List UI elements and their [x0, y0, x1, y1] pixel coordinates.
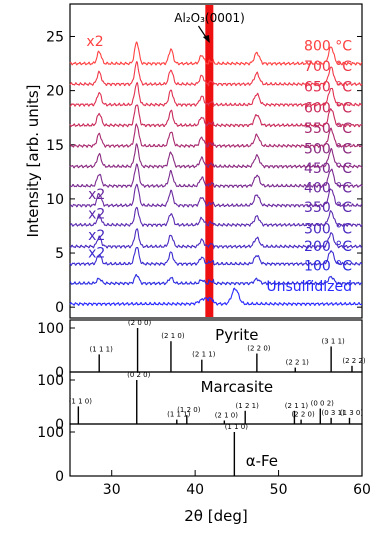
hkl-label: (1 2 0) — [177, 406, 201, 414]
series-label: 400 °C — [304, 180, 352, 196]
hkl-label: (1 1 0) — [225, 423, 249, 431]
hkl-label: (0 0 2) — [311, 400, 335, 408]
hkl-label: (2 2 2) — [342, 357, 366, 365]
y-axis-label: Intensity [arb. units] — [24, 84, 42, 237]
series-label: 100 °C — [304, 258, 352, 274]
y-tick-label: 25 — [46, 29, 64, 45]
xrd-curve — [69, 228, 363, 250]
hkl-label: (0 2 0) — [127, 371, 151, 379]
hkl-label: (2 2 1) — [286, 359, 310, 367]
series-label: 450 °C — [304, 161, 352, 177]
xrd-curve — [69, 41, 363, 66]
hkl-label: (1 1 1) — [90, 345, 114, 353]
y-tick-label: 5 — [55, 246, 64, 262]
reference-title: Marcasite — [201, 378, 274, 396]
y-tick-label: 100 — [37, 373, 64, 389]
main-panel-frame — [69, 3, 363, 319]
x2-scale-label: x2 — [88, 187, 105, 203]
y-tick-label: 0 — [55, 365, 64, 381]
series-label: 650 °C — [304, 80, 352, 96]
series-label: 500 °C — [304, 141, 352, 157]
xrd-curve — [69, 247, 363, 267]
series-label: 550 °C — [304, 121, 352, 137]
xrd-curve — [69, 81, 362, 108]
hkl-label: (3 1 1) — [321, 337, 345, 345]
hkl-label: (2 1 1) — [285, 402, 309, 410]
y-tick-label: 0 — [55, 417, 64, 433]
x2-scale-label: x2 — [88, 245, 105, 261]
series-label: 200 °C — [304, 239, 352, 255]
x-axis-label: 2θ [deg] — [184, 507, 247, 525]
reference-title: Pyrite — [215, 326, 258, 344]
annotation-arrowhead — [202, 35, 210, 43]
xrd-curve — [69, 287, 363, 307]
y-tick-label: 0 — [55, 300, 64, 316]
hkl-label: (2 2 0) — [291, 411, 315, 419]
reference-panel-frame — [69, 423, 363, 477]
hkl-label: (2 1 0) — [215, 411, 239, 419]
x-tick-label: 30 — [103, 482, 121, 498]
series-label: 350 °C — [304, 200, 352, 216]
hkl-label: (2 0 0) — [128, 319, 152, 327]
hkl-label: (2 2 0) — [247, 345, 271, 353]
xrd-curve — [69, 122, 363, 149]
series-label: 700 °C — [304, 59, 352, 75]
hkl-label: (2 1 1) — [192, 351, 216, 359]
y-tick-label: 100 — [37, 321, 64, 337]
reference-title: α-Fe — [246, 452, 278, 470]
x-tick-label: 40 — [186, 482, 204, 498]
xrd-curve — [69, 273, 362, 286]
xrd-curve — [69, 104, 363, 128]
xrd-curve — [69, 60, 363, 87]
hkl-label: (0 3 1) — [321, 409, 345, 417]
y-tick-label: 10 — [46, 192, 64, 208]
y-tick-label: 20 — [46, 84, 64, 100]
x2-scale-label: x2 — [88, 228, 105, 244]
hkl-label: (2 1 0) — [161, 332, 185, 340]
xrd-curve — [69, 183, 363, 208]
substrate-annotation: Al₂O₃(0001) — [174, 11, 245, 25]
series-label: 600 °C — [304, 100, 352, 116]
hkl-label: (1 1 1) — [167, 411, 191, 419]
substrate-peak — [205, 5, 214, 317]
xrd-curve — [69, 143, 363, 169]
y-tick-label: 0 — [55, 469, 64, 485]
x-tick-label: 50 — [270, 482, 288, 498]
y-tick-label: 15 — [46, 138, 64, 154]
hkl-label: (1 3 0) — [340, 409, 364, 417]
series-label: 800 °C — [304, 39, 352, 55]
hkl-label: (1 2 1) — [236, 402, 260, 410]
hkl-label: (1 1 0) — [69, 397, 93, 405]
x-tick-label: 60 — [353, 482, 371, 498]
series-label: Unsulfidized — [266, 279, 352, 295]
y-tick-label: 100 — [37, 425, 64, 441]
x2-scale-label: x2 — [88, 206, 105, 222]
xrd-curve — [69, 163, 363, 189]
x2-scale-label: x2 — [86, 34, 103, 50]
xrd-curve — [69, 206, 363, 228]
